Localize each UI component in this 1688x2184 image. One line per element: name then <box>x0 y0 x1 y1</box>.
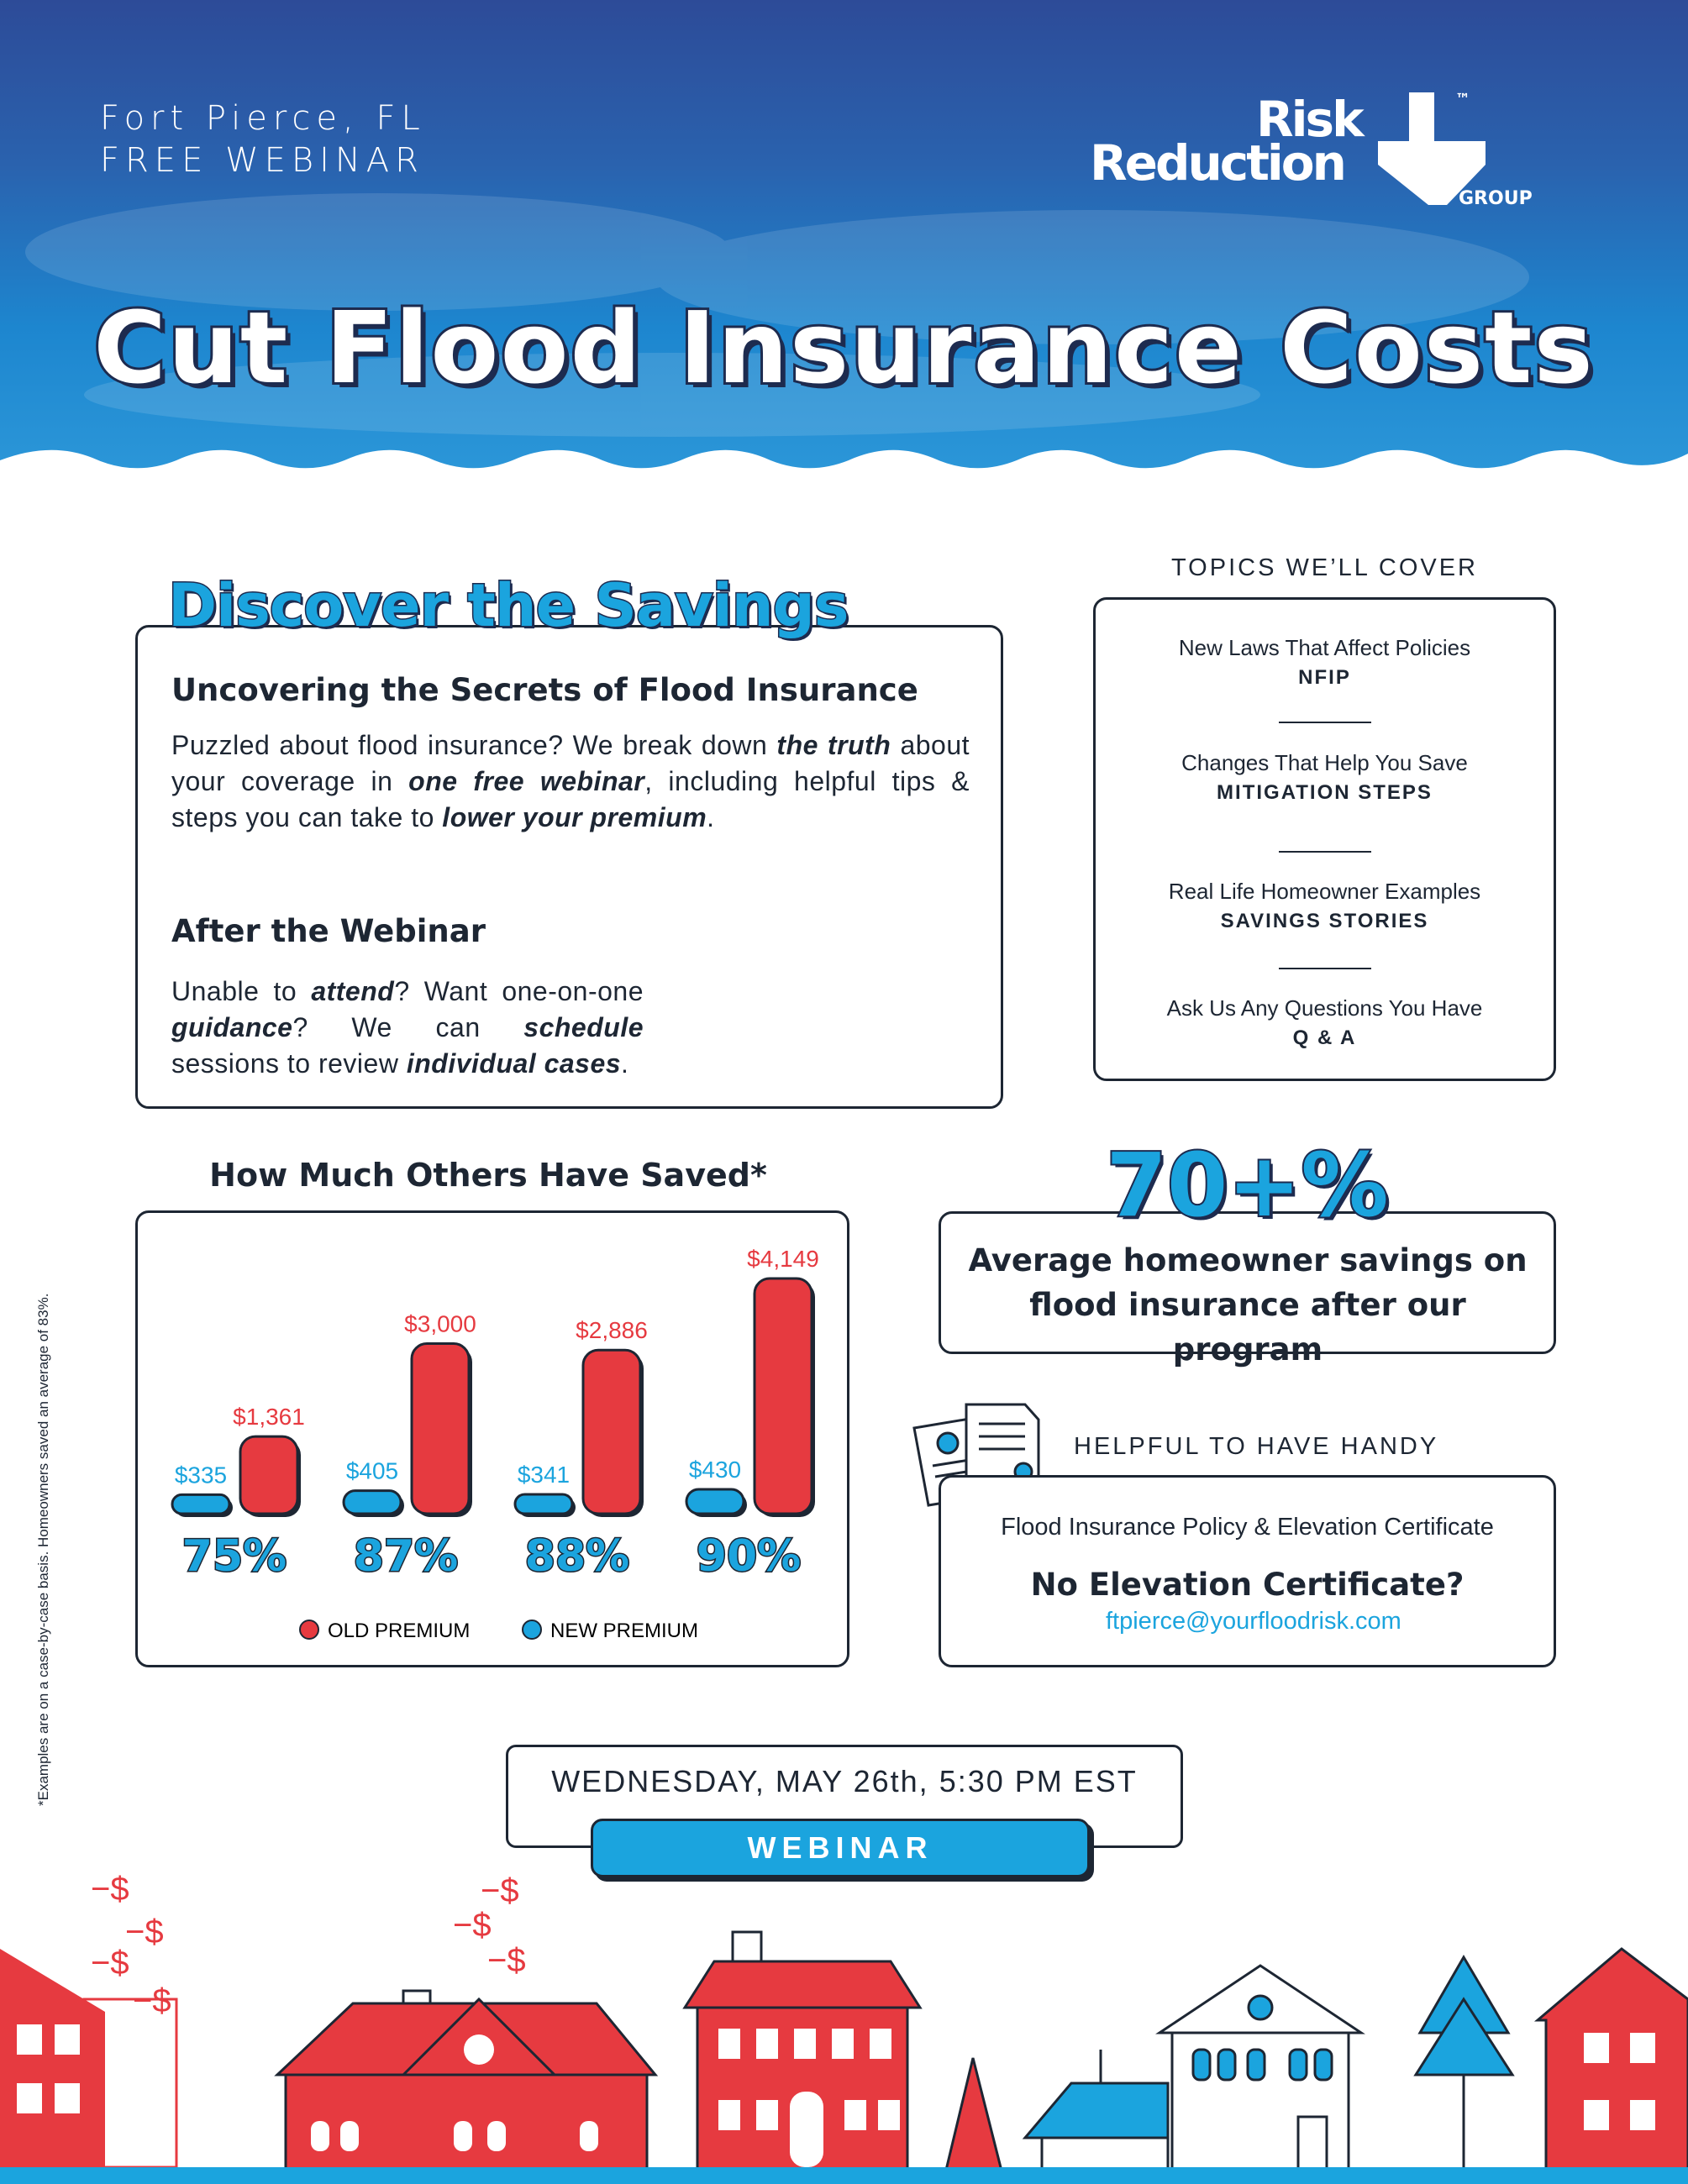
topic-item: Changes That Help You Save MITIGATION STE… <box>1096 750 1554 805</box>
bar <box>513 1493 574 1515</box>
category-label: 90% <box>697 1531 801 1582</box>
header-wave <box>0 0 1688 469</box>
bar <box>753 1277 813 1515</box>
water <box>0 2167 1688 2184</box>
stat-value: 70+% <box>1104 1132 1390 1238</box>
bar <box>239 1435 299 1515</box>
legend-marker <box>522 1620 542 1640</box>
section-body: Unable to attend? Want one-on-one guidan… <box>171 974 644 1082</box>
money-sign: −$ <box>481 1872 519 1909</box>
topic-label: NFIP <box>1298 666 1351 689</box>
chart-title: How Much Others Have Saved* <box>209 1157 767 1194</box>
text-run: ? Want one-on-one <box>394 976 644 1006</box>
location: Fort Pierce, FL <box>100 99 426 138</box>
category-label: 87% <box>354 1531 458 1582</box>
handy-documents: Flood Insurance Policy & Elevation Certi… <box>1001 1514 1494 1541</box>
value-label: $3,000 <box>404 1311 476 1337</box>
category-label: 75% <box>182 1531 287 1582</box>
separator <box>1279 968 1371 969</box>
legend-marker <box>299 1620 319 1640</box>
event-type: FREE WEBINAR <box>100 141 424 180</box>
category-label: 88% <box>525 1531 629 1582</box>
separator <box>1279 722 1371 723</box>
topic-label: MITIGATION STEPS <box>1217 781 1433 804</box>
handy-heading: HELPFUL TO HAVE HANDY <box>1074 1433 1439 1460</box>
topic-title: Changes That Help You Save <box>1181 750 1468 775</box>
section-title: After the Webinar <box>171 913 486 949</box>
bar <box>342 1489 402 1515</box>
topic-label: SAVINGS STORIES <box>1220 910 1429 932</box>
value-label: $335 <box>175 1462 227 1488</box>
topic-item: Real Life Homeowner Examples SAVINGS STOR… <box>1096 879 1554 933</box>
section-title: Uncovering the Secrets of Flood Insuranc… <box>171 672 918 708</box>
topic-label: Q & A <box>1292 1026 1357 1049</box>
neighborhood <box>0 1930 1688 2184</box>
stat-box <box>939 1211 1556 1354</box>
value-label: $2,886 <box>576 1317 648 1343</box>
registration-button[interactable]: WEBINAR REGISTRATION <box>591 1819 1090 1919</box>
topic-item: New Laws That Affect Policies NFIP <box>1096 635 1554 690</box>
logo-suffix: GROUP <box>1459 188 1533 209</box>
section-body: Puzzled about flood insurance? We break … <box>171 727 970 836</box>
bar <box>581 1348 642 1515</box>
spray <box>25 193 1529 437</box>
separator <box>1279 851 1371 853</box>
text-run: . <box>621 1048 629 1079</box>
text-run: , including helpful tips & steps you can… <box>171 766 970 832</box>
emphasis: the truth <box>776 730 891 760</box>
discover-heading: Discover the Savings <box>166 570 849 642</box>
logo-arrow <box>1378 92 1486 205</box>
handy-email[interactable]: ftpierce@yourfloodrisk.com <box>1106 1608 1401 1635</box>
topics-box: New Laws That Affect Policies NFIP Changes… <box>1093 597 1556 1081</box>
money-sign: −$ <box>91 1945 129 1982</box>
emphasis: one free webinar <box>408 766 645 796</box>
text-run: . <box>707 802 715 832</box>
money-sign: −$ <box>453 1907 492 1944</box>
legend-label: OLD PREMIUM <box>328 1620 470 1642</box>
emphasis: schedule <box>523 1012 644 1042</box>
discover-box <box>135 625 1003 1109</box>
text-run: about your coverage in <box>171 730 970 796</box>
footnote: *Examples are on a case-by-case basis. H… <box>35 1293 51 1806</box>
money-sign: −$ <box>91 1871 129 1908</box>
topic-item: Ask Us Any Questions You Have Q & A <box>1096 995 1554 1050</box>
emphasis: guidance <box>171 1012 293 1042</box>
money-sign: −$ <box>125 1914 164 1950</box>
emphasis: lower your premium <box>442 802 707 832</box>
page-title: Cut Flood Insurance Costs <box>91 287 1595 408</box>
bar <box>171 1493 231 1515</box>
value-label: $341 <box>518 1462 570 1488</box>
text-run: Puzzled about flood insurance? We break … <box>171 730 777 760</box>
bar <box>685 1488 745 1515</box>
topic-title: New Laws That Affect Policies <box>1178 635 1471 660</box>
value-label: $1,361 <box>233 1404 305 1430</box>
emphasis: attend <box>311 976 395 1006</box>
topic-title: Real Life Homeowner Examples <box>1168 879 1481 904</box>
emphasis: individual cases <box>406 1048 622 1079</box>
value-label: $4,149 <box>747 1246 819 1272</box>
logo-trademark: ™ <box>1455 91 1470 108</box>
stat-caption: Average homeowner savings on flood insur… <box>968 1242 1528 1368</box>
text-run: ? We can <box>292 1012 524 1042</box>
logo-line2: Reduction <box>1090 134 1347 192</box>
money-sign: −$ <box>133 1982 171 2019</box>
bar <box>410 1342 471 1515</box>
value-label: $430 <box>689 1457 741 1483</box>
topic-title: Ask Us Any Questions You Have <box>1166 995 1483 1021</box>
event-date: WEDNESDAY, MAY 26th, 5:30 PM EST <box>551 1764 1138 1798</box>
money-sign: −$ <box>487 1942 526 1979</box>
text-run: sessions to review <box>171 1048 407 1079</box>
text-run: Unable to <box>171 976 312 1006</box>
legend-label: NEW PREMIUM <box>550 1620 698 1642</box>
value-label: $405 <box>346 1458 398 1484</box>
topics-heading: TOPICS WE’LL COVER <box>1170 554 1478 581</box>
handy-box <box>939 1475 1556 1667</box>
logo-line1: Risk <box>1256 91 1365 148</box>
handy-question: No Elevation Certificate? <box>1030 1567 1465 1603</box>
